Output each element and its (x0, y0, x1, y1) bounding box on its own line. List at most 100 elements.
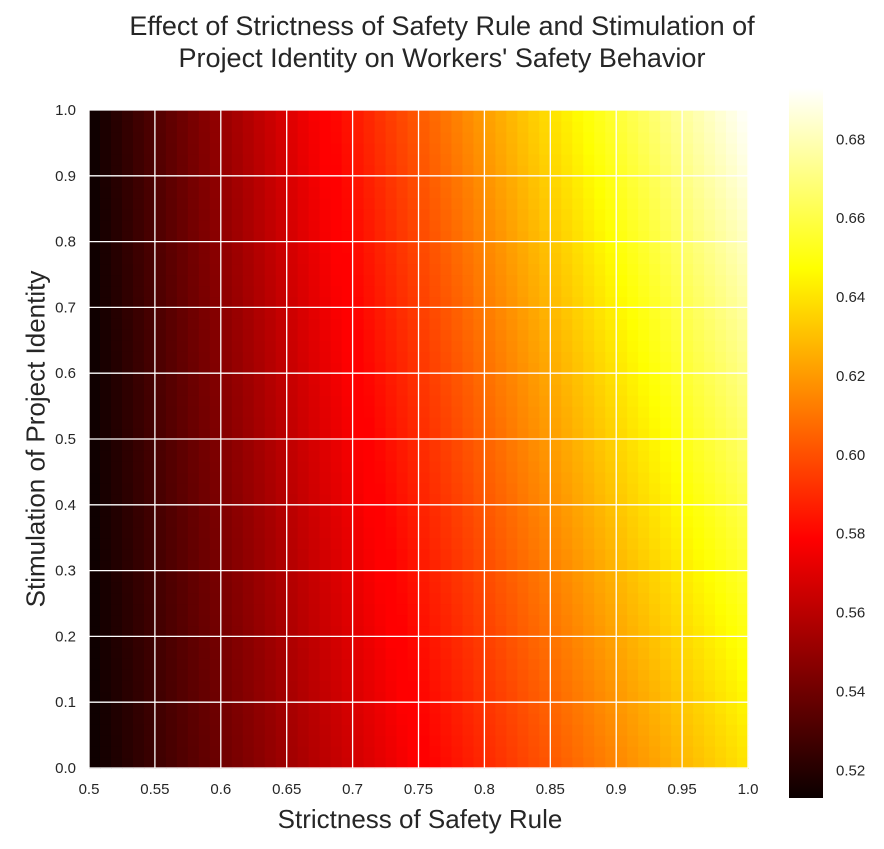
heat-cell (231, 417, 244, 429)
heat-cell (286, 384, 299, 396)
heat-cell (693, 428, 705, 440)
heat-cell (572, 110, 584, 122)
heat-cell (737, 614, 749, 627)
heat-cell (363, 515, 376, 528)
heat-cell (550, 526, 562, 539)
heat-cell (418, 746, 431, 758)
heat-cell (231, 428, 244, 440)
heat-cell (242, 362, 255, 374)
heat-cell (231, 680, 244, 692)
heat-cell (286, 493, 299, 506)
heat-cell (99, 669, 112, 681)
heat-cell (561, 570, 573, 583)
heat-cell (264, 208, 277, 221)
heat-cell (264, 581, 277, 594)
heat-cell (550, 340, 562, 352)
heat-cell (462, 208, 475, 221)
heat-cell (704, 504, 716, 517)
heat-cell (341, 537, 354, 550)
heat-cell (583, 724, 595, 736)
heat-cell (594, 340, 606, 352)
heat-cell (649, 208, 661, 221)
heat-cell (726, 417, 738, 429)
heat-cell (462, 263, 475, 276)
heat-cell (660, 449, 672, 462)
heat-cell (385, 735, 398, 747)
heat-cell (132, 241, 145, 254)
heat-cell (660, 493, 672, 506)
heat-cell (649, 493, 661, 506)
heat-cell (726, 515, 738, 528)
heat-cell (176, 680, 189, 692)
heat-cell (583, 581, 595, 594)
heat-cell (352, 197, 365, 210)
heat-cell (286, 340, 299, 352)
y-tick-label: 1.0 (55, 102, 76, 119)
heat-cell (539, 120, 551, 133)
heat-cell (506, 340, 518, 352)
heat-cell (264, 351, 277, 363)
heat-cell (187, 724, 200, 736)
heat-cell (253, 142, 266, 155)
heat-cell (209, 120, 222, 133)
heat-cell (594, 373, 606, 385)
heat-cell (682, 460, 694, 473)
heat-cell (176, 757, 189, 769)
heat-cell (374, 164, 387, 177)
heat-cell (352, 175, 365, 188)
heat-cell (561, 318, 573, 330)
heat-cell (484, 296, 496, 308)
heat-cell (99, 658, 112, 670)
heat-cell (286, 460, 299, 473)
heat-cell (473, 702, 485, 714)
heat-cell (253, 362, 266, 374)
heat-cell (286, 252, 299, 265)
heat-cell (363, 439, 376, 451)
heat-cell (583, 647, 595, 659)
x-tick-label: 0.95 (667, 781, 696, 798)
heat-cell (539, 373, 551, 385)
heat-cell (429, 384, 442, 396)
heat-cell (605, 230, 617, 243)
heat-cell (165, 592, 178, 605)
heat-cell (363, 274, 376, 287)
heat-cell (726, 296, 738, 308)
heat-cell (715, 197, 727, 210)
heat-cell (583, 658, 595, 670)
heat-cell (374, 691, 387, 703)
heat-cell (121, 263, 134, 276)
heat-cell (198, 318, 211, 330)
heat-cell (440, 669, 453, 681)
heat-cell (506, 570, 518, 583)
heat-cell (506, 625, 518, 637)
heat-cell (99, 746, 112, 758)
heat-cell (418, 285, 431, 298)
heat-cell (89, 449, 101, 462)
heat-cell (143, 362, 156, 374)
heat-cell (440, 636, 453, 648)
heat-cell (627, 460, 639, 473)
heat-cell (374, 482, 387, 495)
heat-cell (242, 537, 255, 550)
heat-cell (440, 274, 453, 287)
heat-cell (528, 142, 540, 155)
heat-cell (385, 406, 398, 418)
heat-cell (517, 186, 529, 199)
heat-cell (176, 548, 189, 561)
heat-cell (429, 175, 442, 188)
heat-cell (506, 186, 518, 199)
heat-cell (693, 395, 705, 407)
heat-cell (154, 680, 167, 692)
heat-cell (132, 625, 145, 637)
heat-cell (418, 241, 431, 254)
heat-cell (517, 746, 529, 758)
heat-cell (517, 592, 529, 605)
heat-cell (649, 757, 661, 769)
heat-cell (638, 230, 650, 243)
colorbar-tick-label: 0.66 (836, 210, 865, 227)
heat-cell (121, 757, 134, 769)
heat-cell (715, 164, 727, 177)
heat-cell (506, 395, 518, 407)
heat-cell (473, 548, 485, 561)
heat-cell (737, 515, 749, 528)
